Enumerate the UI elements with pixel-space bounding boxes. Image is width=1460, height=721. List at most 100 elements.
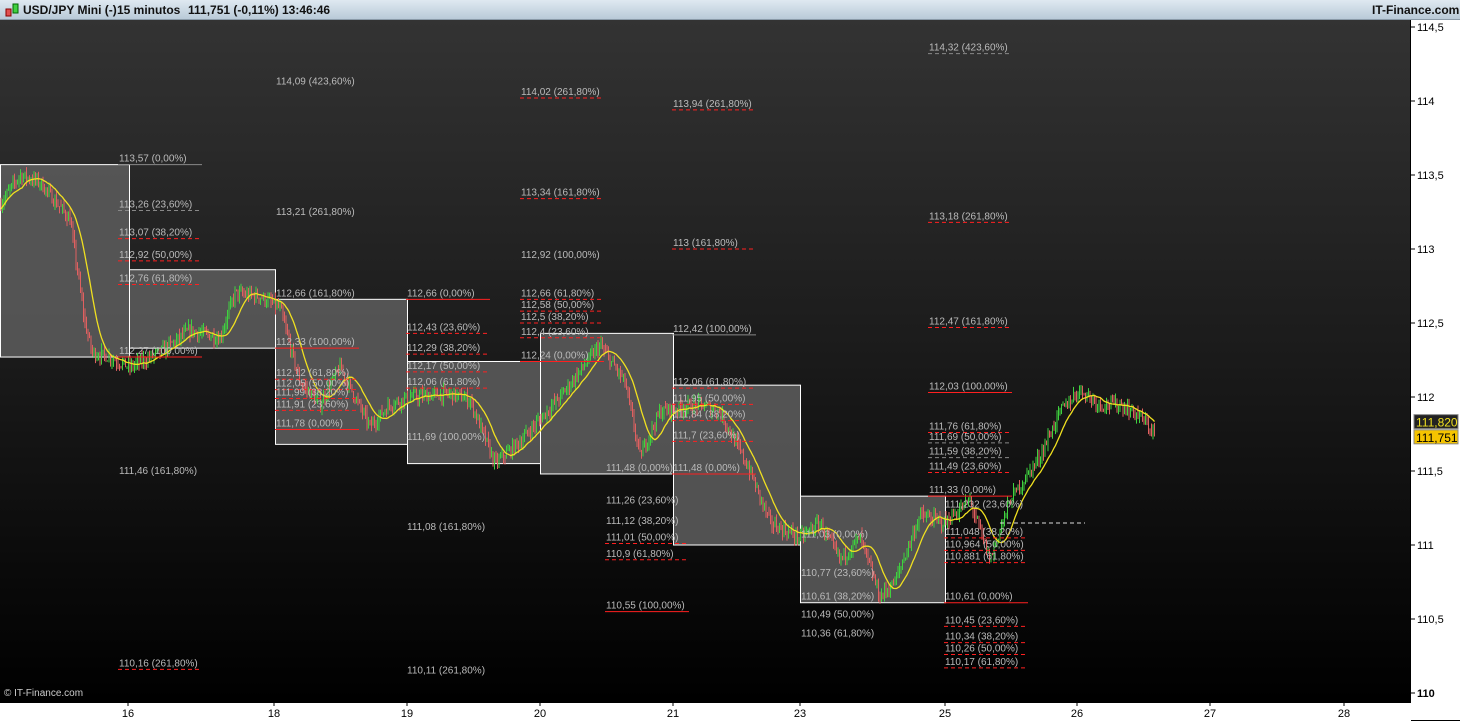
range-box bbox=[0, 164, 130, 358]
fib-level-label: 113,26 (23,60%) bbox=[119, 200, 192, 211]
fib-level-label: 112,17 (50,00%) bbox=[407, 361, 480, 372]
fib-level-label: 113,57 (0,00%) bbox=[119, 154, 187, 165]
fib-level-label: 112,4 (23,60%) bbox=[521, 327, 589, 338]
y-tick-label: 112,5 bbox=[1417, 318, 1444, 330]
x-tick-label: 20 bbox=[534, 708, 546, 720]
fib-level-label: 113,21 (261,80%) bbox=[276, 207, 355, 218]
fib-level-label: 111,46 (161,80%) bbox=[119, 466, 197, 477]
x-tick-label: 18 bbox=[268, 708, 280, 720]
fib-level-label: 113,34 (161,80%) bbox=[521, 188, 600, 199]
fib-level-label: 111,48 (0,00%) bbox=[606, 463, 673, 474]
fib-level-label: 112,47 (161,80%) bbox=[929, 316, 1008, 327]
x-tick-label: 27 bbox=[1204, 708, 1216, 720]
fib-level-label: 112,06 (61,80%) bbox=[673, 377, 746, 388]
fib-level-label: 111,84 (38,20%) bbox=[673, 410, 745, 421]
fib-level-label: 112,33 (100,00%) bbox=[276, 337, 355, 348]
fib-level-label: 113 (161,80%) bbox=[673, 238, 738, 249]
fib-level-label: 110,77 (23,60%) bbox=[801, 568, 874, 579]
fib-level-label: 113,94 (261,80%) bbox=[673, 99, 752, 110]
fib-level-label: 112,43 (23,60%) bbox=[407, 322, 480, 333]
time-axis[interactable] bbox=[0, 702, 1411, 721]
fib-level-label: 112,24 (0,00%) bbox=[521, 350, 589, 361]
fib-level-label: 112,42 (100,00%) bbox=[673, 324, 752, 335]
fib-level-label: 112,12 (61,80%) bbox=[276, 368, 349, 379]
fib-level-label: 111,33 (0,00%) bbox=[929, 485, 996, 496]
fib-level-label: 110,36 (61,80%) bbox=[801, 629, 874, 640]
fib-level-label: 110,34 (38,20%) bbox=[945, 632, 1018, 643]
chart-plot-area[interactable] bbox=[0, 20, 1410, 702]
fib-level-label: 110,45 (23,60%) bbox=[945, 615, 1018, 626]
fib-level-label: 111,48 (0,00%) bbox=[673, 463, 740, 474]
fib-level-label: 111,048 (38,20%) bbox=[945, 527, 1023, 538]
range-box bbox=[673, 384, 801, 546]
fib-level-label: 110,11 (261,80%) bbox=[407, 666, 485, 677]
fib-group: 112,66 (0,00%) 112,43 (23,60%) 112,29 (38,… bbox=[406, 288, 490, 677]
fib-level-label: 111,49 (23,60%) bbox=[929, 461, 1001, 472]
fib-group: 111,232 (23,60%) 111,048 (38,20%)110,964 … bbox=[944, 500, 1028, 669]
fib-group: 111,48 (0,00%) 111,26 (23,60%) 111,12 (38,… bbox=[605, 463, 689, 613]
fib-level-label: 112,27 (100,00%) bbox=[119, 346, 198, 357]
fib-level-label: 111,08 (161,80%) bbox=[407, 522, 485, 533]
fib-level-label: 112,06 (61,80%) bbox=[407, 377, 480, 388]
x-tick-label: 28 bbox=[1338, 708, 1350, 720]
fib-level-label: 112,66 (61,80%) bbox=[521, 288, 594, 299]
fib-level-label: 110,26 (50,00%) bbox=[945, 644, 1018, 655]
fib-level-label: 112,29 (38,20%) bbox=[407, 343, 480, 354]
copyright: © IT-Finance.com bbox=[4, 688, 84, 699]
x-tick-label: 16 bbox=[122, 708, 134, 720]
price-axis[interactable] bbox=[1410, 20, 1460, 720]
y-tick-label: 112 bbox=[1417, 392, 1435, 404]
fib-level-label: 110,964 (50,00%) bbox=[945, 539, 1024, 550]
fib-group: 113,94 (261,80%) 113 (161,80%) 112,42 (100… bbox=[672, 99, 756, 475]
x-tick-label: 26 bbox=[1071, 708, 1083, 720]
fib-group: 111,03 (0,00%) 110,77 (23,60%) 110,61 (38,… bbox=[801, 530, 874, 640]
fib-level-label: 111,69 (100,00%) bbox=[407, 432, 485, 443]
fib-level-label: 112,03 (100,00%) bbox=[929, 382, 1008, 393]
price-label: 111,820 bbox=[1416, 416, 1458, 430]
fib-level-label: 110,61 (0,00%) bbox=[945, 592, 1013, 603]
fib-level-label: 112,58 (50,00%) bbox=[521, 300, 594, 311]
price-change: 111,751 (-0,11%) bbox=[188, 3, 279, 17]
fib-level-label: 111,12 (38,20%) bbox=[606, 516, 678, 527]
symbol-title: USD/JPY Mini (-) bbox=[23, 3, 117, 17]
title-bar: USD/JPY Mini (-) 15 minutos 111,751 (-0,… bbox=[0, 0, 1460, 20]
fib-level-label: 110,16 (261,80%) bbox=[119, 658, 198, 669]
fib-level-label: 113,07 (38,20%) bbox=[119, 228, 192, 239]
y-tick-label: 114 bbox=[1417, 96, 1435, 108]
moving-average-line bbox=[0, 177, 1155, 590]
fib-level-label: 114,09 (423,60%) bbox=[276, 77, 355, 88]
fib-level-label: 111,232 (23,60%) bbox=[945, 500, 1023, 511]
fib-level-label: 111,91 (23,60%) bbox=[276, 399, 348, 410]
fib-level-label: 111,76 (61,80%) bbox=[929, 422, 1001, 433]
fib-level-label: 110,61 (38,20%) bbox=[801, 592, 874, 603]
fib-level-label: 112,76 (61,80%) bbox=[119, 274, 192, 285]
fib-level-label: 111,95 (50,00%) bbox=[673, 393, 745, 404]
y-tick-label: 110 bbox=[1417, 688, 1435, 700]
fib-level-label: 111,01 (50,00%) bbox=[606, 533, 678, 544]
range-box bbox=[540, 332, 674, 475]
fib-level-label: 111,03 (0,00%) bbox=[801, 530, 868, 541]
fib-level-label: 114,02 (261,80%) bbox=[521, 87, 600, 98]
fib-level-label: 112,66 (161,80%) bbox=[276, 288, 355, 299]
fib-level-label: 111,26 (23,60%) bbox=[606, 496, 678, 507]
fib-level-label: 110,55 (100,00%) bbox=[606, 601, 685, 612]
price-label-box bbox=[1413, 414, 1459, 430]
fib-level-label: 113,18 (261,80%) bbox=[929, 211, 1008, 222]
fib-level-label: 110,9 (61,80%) bbox=[606, 549, 674, 560]
y-tick-label: 111,5 bbox=[1417, 466, 1443, 478]
fib-level-label: 112,92 (100,00%) bbox=[521, 250, 600, 261]
y-tick-label: 110,5 bbox=[1417, 614, 1444, 626]
y-tick-label: 113,5 bbox=[1417, 170, 1444, 182]
fib-level-label: 111,99 (38,20%) bbox=[276, 387, 348, 398]
price-label: 111,751 bbox=[1416, 431, 1458, 445]
candlestick-logo-icon bbox=[5, 3, 19, 17]
fib-level-label: 112,5 (38,20%) bbox=[521, 312, 589, 323]
fib-level-label: 114,32 (423,60%) bbox=[929, 43, 1008, 54]
fib-level-label: 112,92 (50,00%) bbox=[119, 250, 192, 261]
clock-time: 13:46:46 bbox=[282, 3, 331, 17]
fib-level-label: 112,05 (50,00%) bbox=[276, 379, 349, 390]
fib-group: 114,02 (261,80%) 113,34 (161,80%) 112,92 (… bbox=[520, 87, 604, 362]
fib-level-label: 111,69 (50,00%) bbox=[929, 432, 1001, 443]
fib-level-label: 110,17 (61,80%) bbox=[945, 657, 1018, 668]
